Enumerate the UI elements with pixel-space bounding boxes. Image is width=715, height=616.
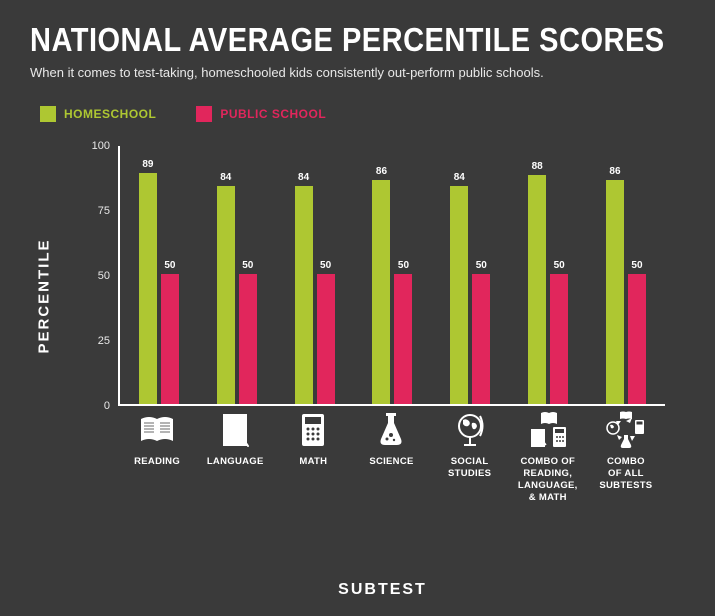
bar-public: 50: [550, 274, 568, 404]
bar-group: 88 50: [528, 146, 568, 404]
x-label-col: READING: [118, 408, 196, 504]
combo1-icon: [527, 408, 569, 452]
legend-swatch: [196, 106, 212, 122]
x-label: COMBO OFREADING,LANGUAGE,& MATH: [518, 456, 578, 504]
bar-public: 50: [317, 274, 335, 404]
bar-group: 89 50: [139, 146, 179, 404]
x-label-col: COMBO OFREADING,LANGUAGE,& MATH: [509, 408, 587, 504]
bar-homeschool: 84: [217, 186, 235, 404]
bar-value: 50: [554, 260, 565, 271]
bar-group: 84 50: [295, 146, 335, 404]
bar-value: 50: [631, 260, 642, 271]
bar-value: 89: [142, 159, 153, 170]
legend-swatch: [40, 106, 56, 122]
bar-group: 86 50: [372, 146, 412, 404]
bar-homeschool: 84: [450, 186, 468, 404]
bar-value: 84: [220, 172, 231, 183]
globe-icon: [453, 408, 487, 452]
bar-public: 50: [394, 274, 412, 404]
flask-icon: [377, 408, 405, 452]
y-tick: 75: [86, 205, 110, 217]
bar-value: 50: [164, 260, 175, 271]
bar-public: 50: [239, 274, 257, 404]
x-label: SCIENCE: [369, 456, 413, 468]
x-label-col: SCIENCE: [352, 408, 430, 504]
legend-item: HOMESCHOOL: [40, 106, 156, 122]
legend-item: PUBLIC SCHOOL: [196, 106, 326, 122]
bar-group: 84 50: [450, 146, 490, 404]
bar-value: 50: [398, 260, 409, 271]
bar-value: 84: [454, 172, 465, 183]
bar-homeschool: 86: [372, 180, 390, 404]
x-label: COMBOOF ALLSUBTESTS: [599, 456, 652, 492]
x-label: SOCIALSTUDIES: [448, 456, 491, 480]
y-axis-title: PERCENTILE: [36, 238, 53, 353]
bar-public: 50: [628, 274, 646, 404]
x-label: MATH: [299, 456, 327, 468]
legend-label: HOMESCHOOL: [64, 107, 156, 121]
y-tick: 50: [86, 270, 110, 282]
x-axis-labels: READING LANGUAGE MATH SCIENCE SOCIALSTUD…: [118, 408, 665, 504]
bar-value: 86: [609, 166, 620, 177]
combo2-icon: [605, 408, 647, 452]
infographic: NATIONAL AVERAGE PERCENTILE SCORES When …: [0, 0, 715, 599]
y-tick: 100: [86, 140, 110, 152]
x-label-col: SOCIALSTUDIES: [431, 408, 509, 504]
bar-homeschool: 86: [606, 180, 624, 404]
bar-value: 50: [242, 260, 253, 271]
bar-public: 50: [472, 274, 490, 404]
y-axis-ticks: 0255075100: [86, 146, 110, 406]
bar-group: 86 50: [606, 146, 646, 404]
plot-area: 89 50 84 50 84 50 86 50: [118, 146, 665, 406]
x-label-col: MATH: [274, 408, 352, 504]
y-tick: 25: [86, 335, 110, 347]
chart: PERCENTILE 0255075100 89 50 84 50 84 50: [30, 146, 685, 446]
bar-value: 86: [376, 166, 387, 177]
bar-homeschool: 89: [139, 173, 157, 404]
legend-label: PUBLIC SCHOOL: [220, 107, 326, 121]
bar-value: 84: [298, 172, 309, 183]
x-label-col: COMBOOF ALLSUBTESTS: [587, 408, 665, 504]
bar-homeschool: 84: [295, 186, 313, 404]
calculator-icon: [300, 408, 326, 452]
bar-public: 50: [161, 274, 179, 404]
x-label: LANGUAGE: [207, 456, 264, 468]
legend: HOMESCHOOL PUBLIC SCHOOL: [30, 106, 685, 122]
x-axis-title: SUBTEST: [30, 581, 685, 599]
y-tick: 0: [86, 400, 110, 412]
page-subtitle: When it comes to test-taking, homeschool…: [30, 65, 685, 80]
bar-value: 50: [476, 260, 487, 271]
bar-value: 88: [532, 161, 543, 172]
book-icon: [137, 408, 177, 452]
bar-homeschool: 88: [528, 175, 546, 404]
x-label: READING: [134, 456, 180, 468]
bar-group: 84 50: [217, 146, 257, 404]
x-label-col: LANGUAGE: [196, 408, 274, 504]
paper-icon: [220, 408, 250, 452]
page-title: NATIONAL AVERAGE PERCENTILE SCORES: [30, 22, 685, 60]
bar-value: 50: [320, 260, 331, 271]
